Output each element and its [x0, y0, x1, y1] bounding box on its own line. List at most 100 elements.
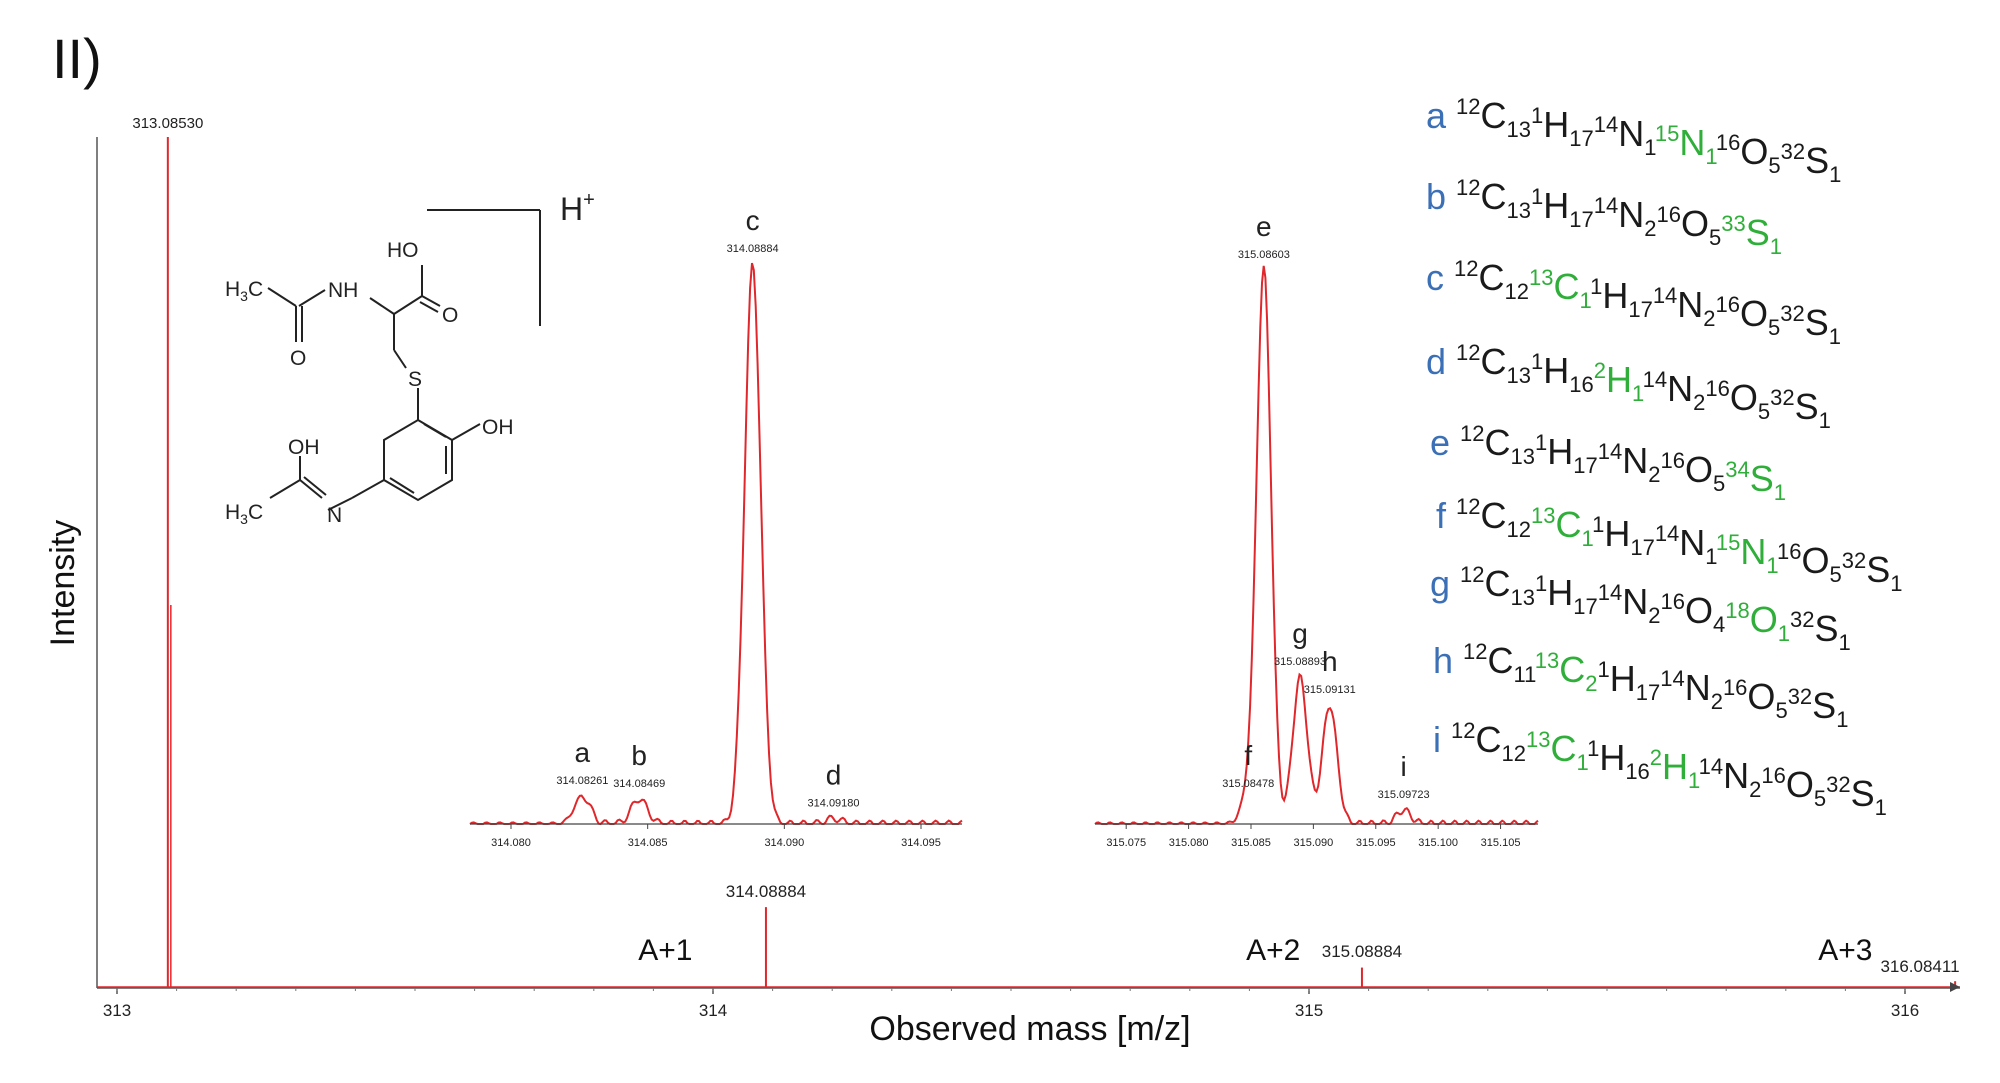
isotope-formula: f 12C1213C11H1714N115N116O532S1 [1436, 494, 1903, 596]
formula-letter: d [1426, 341, 1456, 382]
inset-peak-letter: g [1292, 618, 1308, 649]
isotope-mass: 12 [1456, 340, 1480, 365]
atom-count: 1 [1632, 381, 1644, 406]
label-s: S [408, 368, 422, 391]
inset-tick-label: 315.090 [1293, 837, 1333, 849]
inset-peak-letter: d [826, 759, 842, 790]
atom-count: 2 [1585, 671, 1597, 696]
element-symbol: O [1740, 293, 1768, 334]
atom-count: 5 [1814, 786, 1826, 811]
element-symbol: C [1475, 719, 1501, 760]
atom-count: 17 [1569, 126, 1593, 151]
isotopologue-annotation: A+3 [1818, 934, 1872, 967]
atom-count: 17 [1630, 535, 1654, 560]
formula-letter: f [1436, 495, 1456, 536]
isotope-mass: 1 [1531, 103, 1543, 128]
element-symbol: H [1543, 185, 1569, 226]
atom-count: 11 [1514, 662, 1537, 687]
inset-peak-value: 314.08469 [613, 778, 665, 790]
isotope-mass: 14 [1598, 580, 1622, 605]
element-symbol: S [1795, 386, 1819, 427]
atom-count: 1 [1778, 621, 1790, 646]
isotope-mass: 18 [1725, 598, 1749, 623]
isotope-mass: 32 [1770, 385, 1794, 410]
atom-count: 13 [1507, 198, 1531, 223]
isotope-mass: 1 [1592, 512, 1604, 537]
element-symbol: H [1604, 513, 1630, 554]
atom-count: 1 [1890, 571, 1902, 596]
inset-peak-letter: h [1322, 646, 1338, 677]
element-symbol: O [1750, 599, 1778, 640]
atom-count: 5 [1830, 562, 1842, 587]
isotope-mass: 32 [1788, 684, 1812, 709]
atom-count: 1 [1581, 526, 1593, 551]
inset-tick-label: 315.105 [1481, 837, 1521, 849]
label-nh: NH [328, 279, 358, 302]
label-oh-amide: OH [288, 436, 320, 459]
atom-count: 17 [1636, 680, 1660, 705]
atom-count: 5 [1768, 153, 1780, 178]
element-symbol: H [1543, 350, 1569, 391]
inset-peak-value: 315.08893 [1274, 656, 1326, 668]
inset-trace [469, 262, 963, 826]
atom-count: 1 [1576, 750, 1588, 775]
element-symbol: N [1679, 122, 1705, 163]
inset-tick-label: 314.090 [764, 837, 804, 849]
isotope-mass: 13 [1526, 727, 1550, 752]
isotope-mass: 2 [1650, 745, 1662, 770]
isotope-formula: b 12C131H1714N216O533S1 [1426, 175, 1782, 259]
atom-count: 1 [1829, 324, 1841, 349]
element-symbol: H [1547, 572, 1573, 613]
atom-count: 2 [1711, 689, 1723, 714]
element-symbol: O [1681, 203, 1709, 244]
formula-letter: e [1430, 422, 1460, 463]
element-symbol: H [1602, 275, 1628, 316]
element-symbol: S [1750, 458, 1774, 499]
element-symbol: H [1606, 359, 1632, 400]
atom-count: 17 [1573, 594, 1597, 619]
atom-count: 1 [1838, 630, 1850, 655]
inset-tick-label: 315.095 [1356, 837, 1396, 849]
inset-peak-value: 315.09131 [1304, 684, 1356, 696]
isotope-mass: 32 [1842, 548, 1866, 573]
element-symbol: H [1543, 104, 1569, 145]
inset-A1: 314.080 314.085 314.090 314.095 314.08261 a 31… [469, 205, 963, 849]
isotope-mass: 16 [1723, 675, 1747, 700]
atom-count: 1 [1766, 553, 1778, 578]
atom-count: 1 [1829, 162, 1841, 187]
atom-count: 16 [1569, 372, 1593, 397]
inset-peak-value: 314.09180 [808, 797, 860, 809]
element-symbol: C [1559, 649, 1585, 690]
isotope-mass: 14 [1594, 112, 1618, 137]
label-h3c-top: H3C [225, 278, 263, 304]
isotope-mass: 13 [1529, 265, 1553, 290]
isotope-mass: 16 [1660, 589, 1684, 614]
atom-count: 1 [1770, 234, 1782, 259]
formula-letter: g [1430, 563, 1460, 604]
atom-count: 1 [1705, 144, 1717, 169]
isotope-mass: 32 [1781, 139, 1805, 164]
inset-tick-label: 314.080 [491, 837, 531, 849]
inset-peak-letter: a [575, 737, 591, 768]
isotope-mass: 14 [1655, 521, 1679, 546]
isotope-mass: 16 [1660, 448, 1684, 473]
atom-count: 1 [1705, 544, 1717, 569]
atom-count: 1 [1579, 288, 1591, 313]
element-symbol: S [1746, 212, 1770, 253]
element-symbol: N [1622, 581, 1648, 622]
atom-count: 13 [1511, 585, 1535, 610]
main-peak-label: 313.08530 [132, 115, 203, 132]
isotope-mass: 1 [1587, 736, 1599, 761]
isotope-mass: 13 [1531, 503, 1555, 528]
atom-count: 5 [1768, 315, 1780, 340]
atom-count: 17 [1573, 453, 1597, 478]
atom-count: 1 [1819, 408, 1831, 433]
inset-peak-letter: i [1400, 751, 1406, 782]
isotope-formula: c 12C1213C11H1714N216O532S1 [1426, 256, 1841, 349]
element-symbol: S [1851, 773, 1875, 814]
isotope-mass: 34 [1725, 457, 1749, 482]
element-symbol: O [1730, 377, 1758, 418]
isotope-mass: 12 [1456, 175, 1480, 200]
atom-count: 12 [1505, 279, 1529, 304]
